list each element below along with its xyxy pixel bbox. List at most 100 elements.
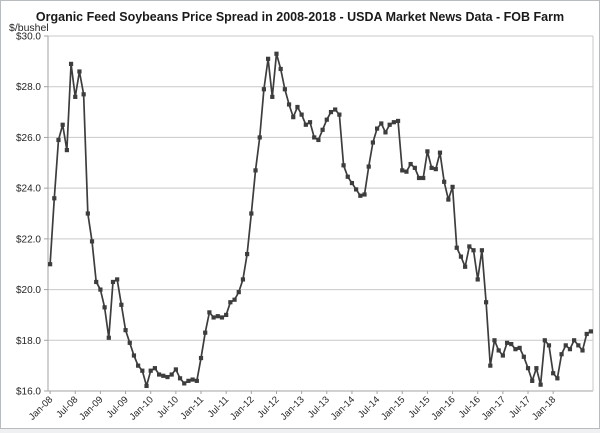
data-point-marker [194, 378, 199, 383]
y-tick-label: $30.0 [16, 32, 41, 43]
data-point-marker [572, 338, 577, 343]
data-point-marker [559, 352, 564, 357]
data-point-marker [303, 122, 308, 127]
data-point-marker [245, 251, 250, 257]
data-point-marker [349, 180, 355, 186]
price-series-line [49, 52, 592, 387]
data-point-marker [408, 161, 413, 167]
y-axis-title: $/bushel [9, 22, 49, 34]
data-point-marker [521, 354, 526, 359]
data-point-marker [458, 254, 464, 259]
x-tick-label: Jul-16 [457, 394, 483, 420]
data-point-marker [232, 297, 237, 302]
data-point-marker [446, 197, 451, 202]
chart-title: Organic Feed Soybeans Price Spread in 20… [36, 10, 564, 24]
data-point-marker [328, 109, 334, 115]
data-point-marker [102, 305, 107, 310]
data-point-marker [89, 239, 95, 244]
data-point-marker [341, 163, 346, 168]
data-point-marker [442, 179, 447, 184]
x-tick-label: Jan-11 [178, 394, 206, 422]
data-point-marker [157, 372, 162, 377]
price-series-markers [48, 51, 593, 389]
x-tick-label: Jul-17 [507, 394, 533, 420]
data-point-marker [504, 340, 510, 345]
data-point-marker [429, 165, 434, 170]
data-point-marker [588, 329, 593, 334]
data-point-marker [412, 165, 417, 170]
data-point-marker [400, 168, 405, 173]
x-tick-label: Jan-09 [77, 394, 105, 422]
data-point-marker [366, 164, 371, 169]
data-point-marker [127, 340, 132, 345]
data-point-marker [60, 122, 65, 127]
data-point-marker [479, 248, 484, 253]
data-point-marker [513, 347, 518, 352]
data-point-marker [144, 383, 149, 389]
data-point-marker [253, 168, 258, 173]
data-point-marker [387, 122, 392, 127]
data-point-marker [190, 377, 195, 382]
data-point-marker [488, 363, 493, 368]
data-point-marker [152, 366, 157, 371]
data-point-marker [119, 302, 124, 307]
x-tick-label: Jan-16 [429, 394, 457, 422]
data-point-marker [186, 378, 191, 383]
y-tick-label: $18.0 [16, 336, 41, 347]
data-point-marker [450, 184, 455, 189]
data-point-marker [161, 373, 166, 378]
data-point-marker [551, 371, 556, 376]
data-point-marker [509, 341, 514, 347]
data-point-marker [580, 348, 585, 353]
data-point-marker [525, 366, 531, 371]
data-point-marker [94, 279, 99, 285]
x-tick-label: Jul-11 [206, 394, 232, 420]
data-point-marker [110, 279, 116, 285]
data-point-marker [136, 363, 141, 368]
data-point-marker [500, 353, 505, 358]
data-point-marker [52, 196, 57, 201]
x-tick-label: Jan-13 [278, 394, 306, 422]
x-tick-label: Jul-08 [54, 394, 80, 420]
data-point-marker [395, 118, 401, 124]
data-point-marker [379, 121, 384, 126]
data-point-marker [555, 376, 560, 381]
data-point-marker [240, 277, 246, 282]
data-point-marker [106, 335, 111, 340]
data-point-marker [316, 137, 321, 143]
data-point-marker [81, 92, 86, 97]
data-point-marker [211, 315, 216, 320]
x-tick-label: Jan-08 [27, 394, 55, 422]
data-point-marker [333, 107, 338, 112]
x-tick-label: Jul-15 [406, 394, 432, 420]
data-point-marker [391, 120, 396, 125]
data-point-marker [236, 290, 241, 295]
data-point-marker [177, 376, 183, 381]
data-point-marker [85, 211, 90, 216]
data-point-marker [362, 192, 367, 197]
data-point-marker [437, 150, 443, 155]
y-axis-tick-labels: $30.0 $28.0 $26.0 $24.0 $22.0 $20.0 $18.0 $16.0 [16, 32, 48, 398]
data-point-marker [295, 104, 300, 110]
data-point-marker [467, 244, 472, 249]
data-point-marker [278, 66, 283, 72]
y-tick-label: $28.0 [16, 82, 41, 93]
data-point-marker [64, 148, 69, 153]
data-point-marker [224, 312, 229, 318]
data-point-marker [77, 69, 82, 74]
data-point-marker [530, 378, 535, 383]
data-point-marker [576, 343, 581, 348]
data-point-marker [261, 87, 266, 92]
x-tick-label: Jul-14 [356, 394, 382, 420]
x-tick-label: Jan-12 [228, 394, 256, 422]
data-point-marker [219, 315, 225, 320]
data-point-marker [375, 126, 380, 131]
data-point-marker [454, 245, 459, 250]
data-point-marker [496, 348, 501, 353]
data-point-marker [421, 175, 426, 181]
data-point-marker [404, 169, 409, 174]
data-point-marker [207, 310, 212, 315]
data-point-marker [370, 140, 375, 145]
